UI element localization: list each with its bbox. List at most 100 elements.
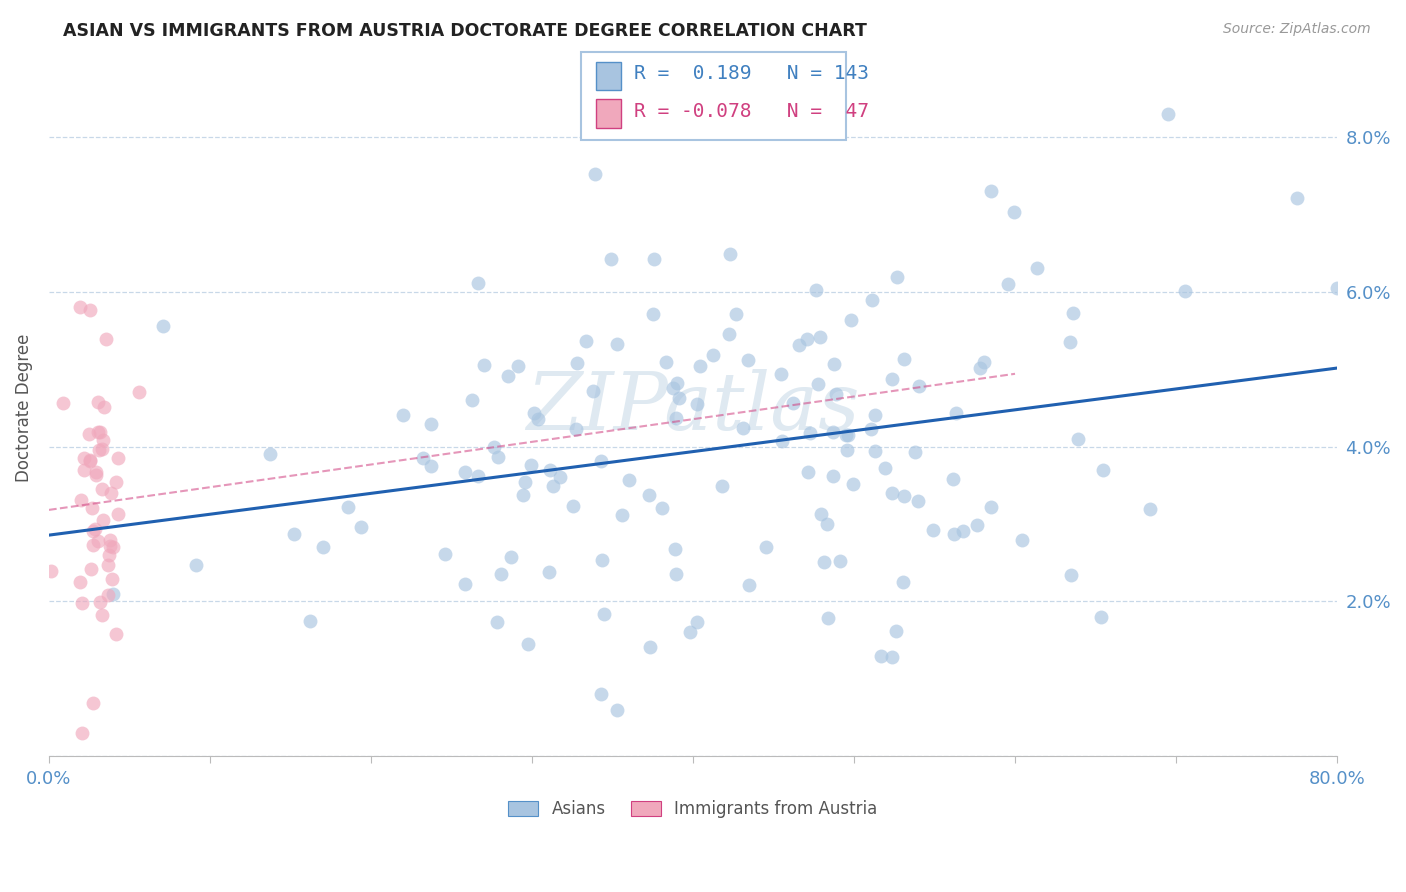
Point <box>79 303 101 318</box>
Point <box>565 356 588 370</box>
Point <box>87 395 110 409</box>
Point <box>907 494 929 508</box>
Point <box>1174 284 1197 298</box>
Point <box>550 470 572 484</box>
Point <box>810 507 832 521</box>
Point <box>128 384 150 399</box>
Point <box>904 444 927 458</box>
Point <box>84 468 107 483</box>
Point <box>1139 501 1161 516</box>
Point <box>100 485 122 500</box>
Point <box>98 539 121 553</box>
Point <box>512 488 534 502</box>
Point <box>90 482 112 496</box>
Point <box>823 469 845 483</box>
Point <box>945 406 967 420</box>
Point <box>860 422 883 436</box>
Point <box>496 368 519 383</box>
Point <box>799 426 821 441</box>
Point <box>717 326 740 341</box>
Point <box>796 332 818 346</box>
Point <box>485 615 508 630</box>
Point <box>724 307 747 321</box>
Point <box>283 527 305 541</box>
Point <box>72 462 94 476</box>
Point <box>419 459 441 474</box>
Point <box>96 332 118 346</box>
Point <box>472 359 495 373</box>
Point <box>565 422 588 436</box>
Point <box>513 475 536 490</box>
Point <box>834 427 856 442</box>
Point <box>184 558 207 573</box>
Point <box>718 246 741 260</box>
Point <box>1002 205 1025 219</box>
Point <box>90 608 112 623</box>
Point <box>583 167 606 181</box>
Point <box>782 396 804 410</box>
Point <box>828 554 851 568</box>
Point <box>591 687 613 701</box>
Point <box>973 355 995 369</box>
Point <box>520 458 543 472</box>
Point <box>863 443 886 458</box>
Point <box>612 508 634 522</box>
Point <box>392 408 415 422</box>
Point <box>298 614 321 628</box>
Point <box>863 409 886 423</box>
Point <box>665 376 688 391</box>
Point <box>770 434 793 448</box>
Point <box>461 392 484 407</box>
Point <box>52 396 75 410</box>
Point <box>643 307 665 321</box>
Point <box>1285 191 1308 205</box>
Point <box>89 425 111 439</box>
Point <box>754 541 776 555</box>
Point <box>486 450 509 464</box>
Point <box>969 361 991 376</box>
Point <box>107 451 129 466</box>
Point <box>664 542 686 557</box>
Point <box>82 696 104 710</box>
Y-axis label: Doctorate Degree: Doctorate Degree <box>15 334 32 482</box>
Point <box>104 475 127 490</box>
Point <box>606 703 628 717</box>
Point <box>97 558 120 573</box>
Point <box>412 451 434 466</box>
Point <box>686 615 709 629</box>
Point <box>93 401 115 415</box>
Point <box>80 500 103 515</box>
Point <box>499 549 522 564</box>
Point <box>1059 334 1081 349</box>
Point <box>103 587 125 601</box>
Point <box>807 376 830 391</box>
Point <box>606 336 628 351</box>
Point <box>1060 567 1083 582</box>
Point <box>880 485 903 500</box>
Point <box>815 516 838 531</box>
Point <box>482 440 505 454</box>
Point <box>922 524 945 538</box>
Point <box>942 472 965 486</box>
Point <box>538 463 561 477</box>
Point <box>467 276 489 290</box>
Point <box>643 252 665 266</box>
Point <box>79 562 101 576</box>
Point <box>312 540 335 554</box>
Text: Source: ZipAtlas.com: Source: ZipAtlas.com <box>1223 22 1371 37</box>
Point <box>517 637 540 651</box>
Point <box>1090 610 1112 624</box>
Point <box>97 588 120 602</box>
Point <box>489 567 512 582</box>
Point <box>908 379 931 393</box>
Point <box>337 500 360 515</box>
Point <box>823 357 845 371</box>
Point <box>817 611 839 625</box>
Point <box>893 352 915 367</box>
Point <box>837 443 859 458</box>
Point <box>350 520 373 534</box>
Point <box>651 500 673 515</box>
Point <box>591 552 613 566</box>
Point <box>69 574 91 589</box>
Point <box>952 524 974 539</box>
